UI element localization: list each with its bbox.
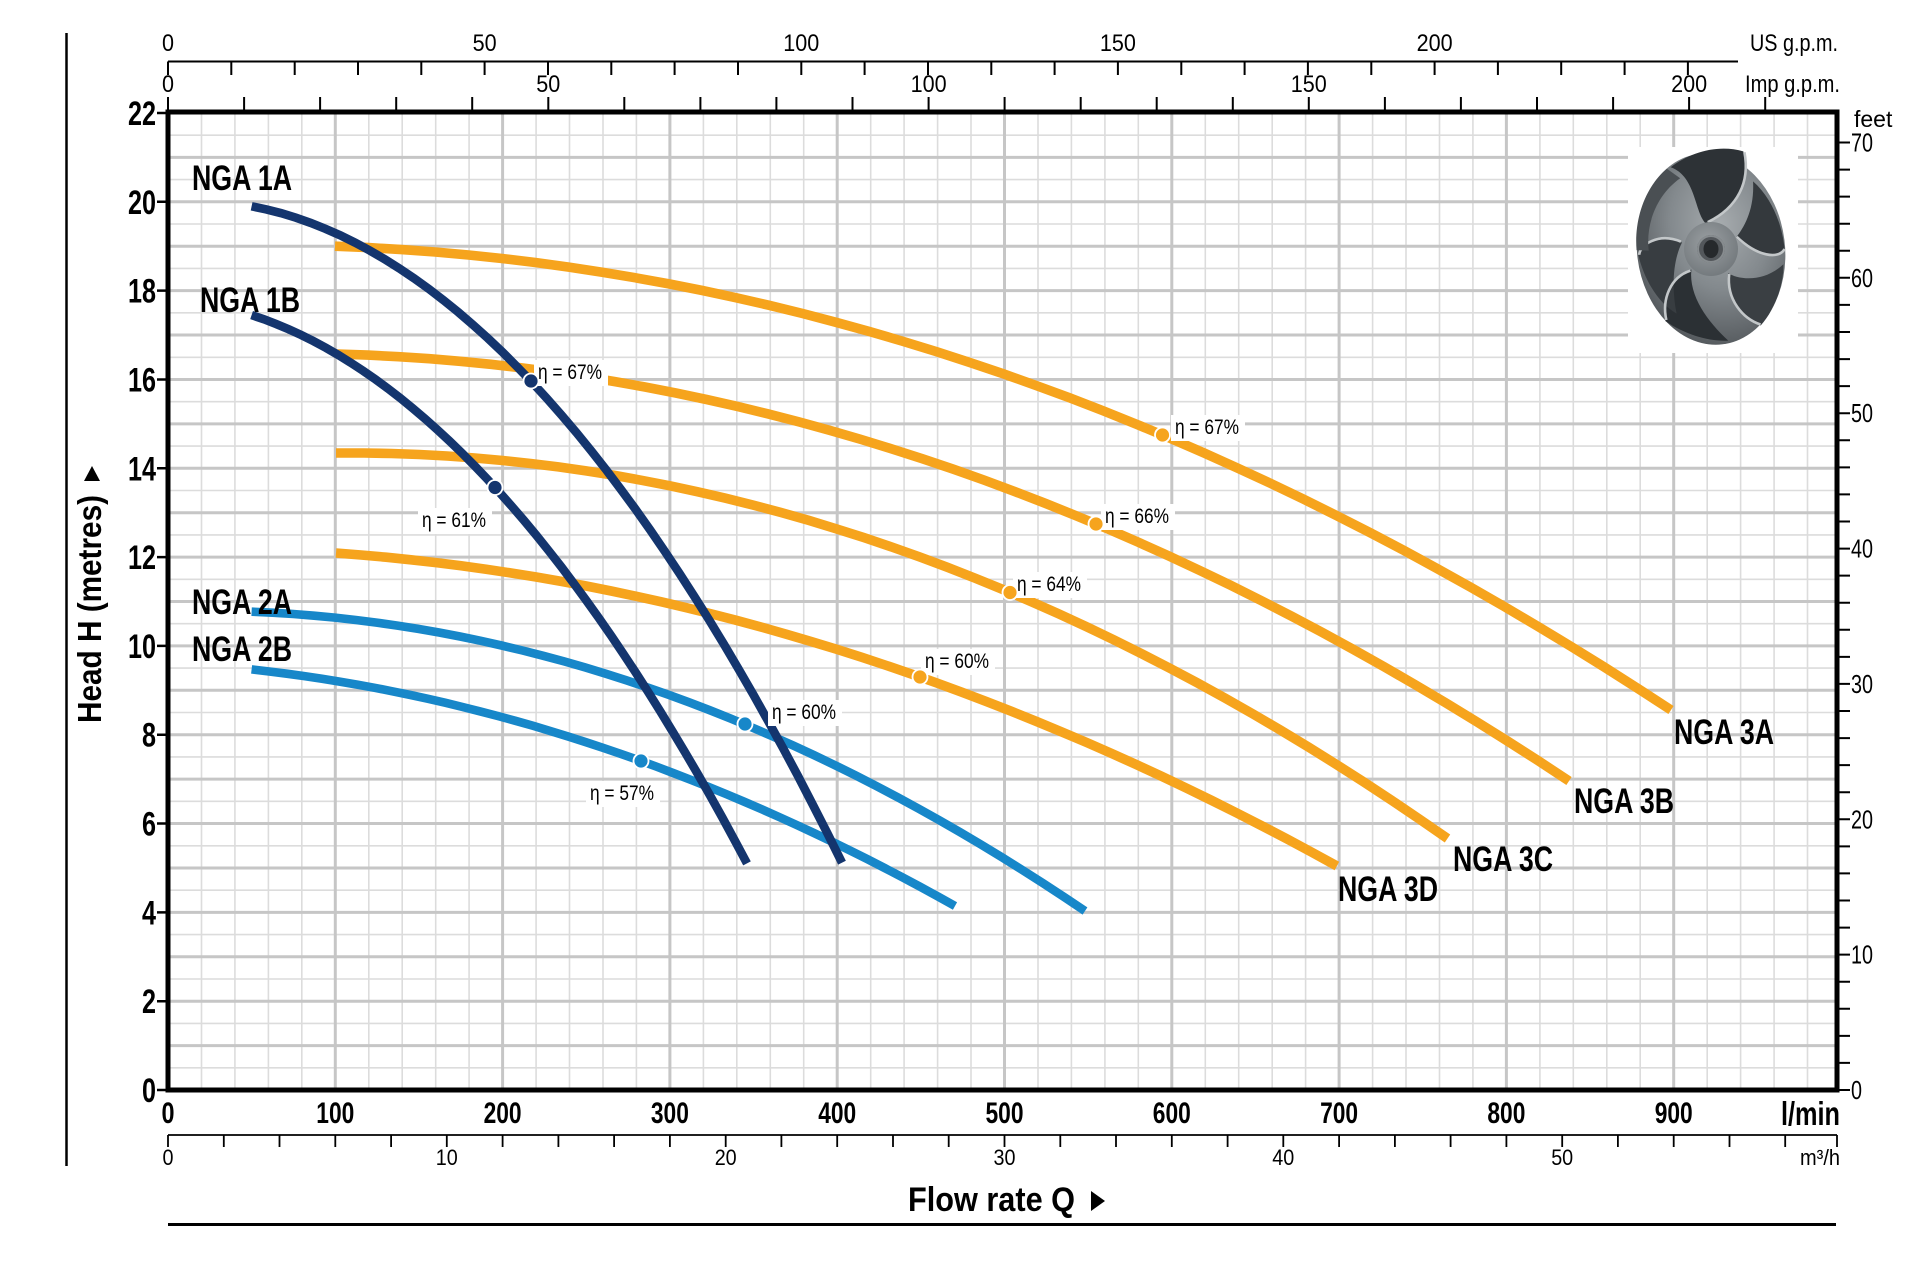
svg-text:η = 67%: η = 67% [1175,416,1239,439]
svg-text:200: 200 [1417,30,1453,57]
svg-text:100: 100 [316,1097,354,1130]
svg-text:0: 0 [162,1097,175,1130]
svg-text:η = 67%: η = 67% [538,361,602,384]
svg-text:20: 20 [1851,804,1873,834]
svg-text:Head H (metres): Head H (metres) [71,495,108,723]
svg-text:6: 6 [142,806,156,844]
svg-text:200: 200 [1671,71,1707,98]
svg-text:18: 18 [128,273,156,311]
svg-text:η = 66%: η = 66% [1105,505,1169,528]
svg-text:40: 40 [1851,534,1873,564]
svg-text:400: 400 [818,1097,856,1130]
svg-text:η = 61%: η = 61% [422,509,486,532]
svg-text:300: 300 [651,1097,689,1130]
svg-text:30: 30 [1851,669,1873,699]
svg-text:0: 0 [163,1145,174,1170]
svg-text:10: 10 [128,628,156,666]
svg-text:8: 8 [142,717,156,755]
svg-text:50: 50 [1551,1145,1573,1170]
svg-text:20: 20 [715,1145,737,1170]
svg-text:NGA 2A: NGA 2A [192,583,292,622]
svg-text:40: 40 [1272,1145,1294,1170]
svg-text:900: 900 [1655,1097,1693,1130]
svg-text:20: 20 [128,184,156,222]
svg-text:feet: feet [1854,106,1893,132]
svg-text:14: 14 [128,450,156,488]
svg-text:NGA 2B: NGA 2B [192,630,292,669]
svg-text:NGA 1A: NGA 1A [192,159,292,198]
svg-text:0: 0 [162,30,174,57]
svg-text:NGA 1B: NGA 1B [200,281,300,320]
svg-text:10: 10 [436,1145,458,1170]
svg-text:NGA 3D: NGA 3D [1338,870,1438,909]
svg-text:600: 600 [1153,1097,1191,1130]
svg-text:m³/h: m³/h [1800,1145,1840,1170]
svg-text:100: 100 [911,71,947,98]
svg-text:150: 150 [1291,71,1327,98]
svg-text:0: 0 [142,1072,156,1110]
svg-text:NGA 3B: NGA 3B [1574,782,1674,821]
svg-text:0: 0 [1851,1075,1862,1105]
svg-text:US g.p.m.: US g.p.m. [1750,30,1838,57]
svg-text:800: 800 [1487,1097,1525,1130]
svg-text:70: 70 [1851,128,1873,158]
svg-text:Flow rate Q: Flow rate Q [908,1181,1075,1219]
svg-text:2: 2 [142,983,156,1021]
svg-text:η = 57%: η = 57% [590,782,654,805]
svg-text:22: 22 [128,95,156,133]
svg-text:4: 4 [142,894,156,932]
svg-text:16: 16 [128,362,156,400]
svg-text:η = 60%: η = 60% [772,701,836,724]
svg-text:150: 150 [1100,30,1136,57]
svg-text:η = 60%: η = 60% [925,650,989,673]
svg-text:200: 200 [484,1097,522,1130]
svg-text:NGA 3A: NGA 3A [1674,713,1774,752]
svg-text:l/min: l/min [1781,1095,1840,1132]
svg-text:50: 50 [473,30,497,57]
svg-text:700: 700 [1320,1097,1358,1130]
svg-text:60: 60 [1851,263,1873,293]
svg-text:50: 50 [1851,398,1873,428]
svg-text:0: 0 [162,71,174,98]
svg-text:50: 50 [536,71,560,98]
svg-text:10: 10 [1851,940,1873,970]
svg-text:30: 30 [994,1145,1016,1170]
svg-text:100: 100 [783,30,819,57]
svg-text:η = 64%: η = 64% [1017,573,1081,596]
svg-text:12: 12 [128,539,156,577]
svg-text:NGA 3C: NGA 3C [1453,840,1553,879]
svg-text:Imp g.p.m.: Imp g.p.m. [1745,71,1840,98]
svg-text:500: 500 [986,1097,1024,1130]
